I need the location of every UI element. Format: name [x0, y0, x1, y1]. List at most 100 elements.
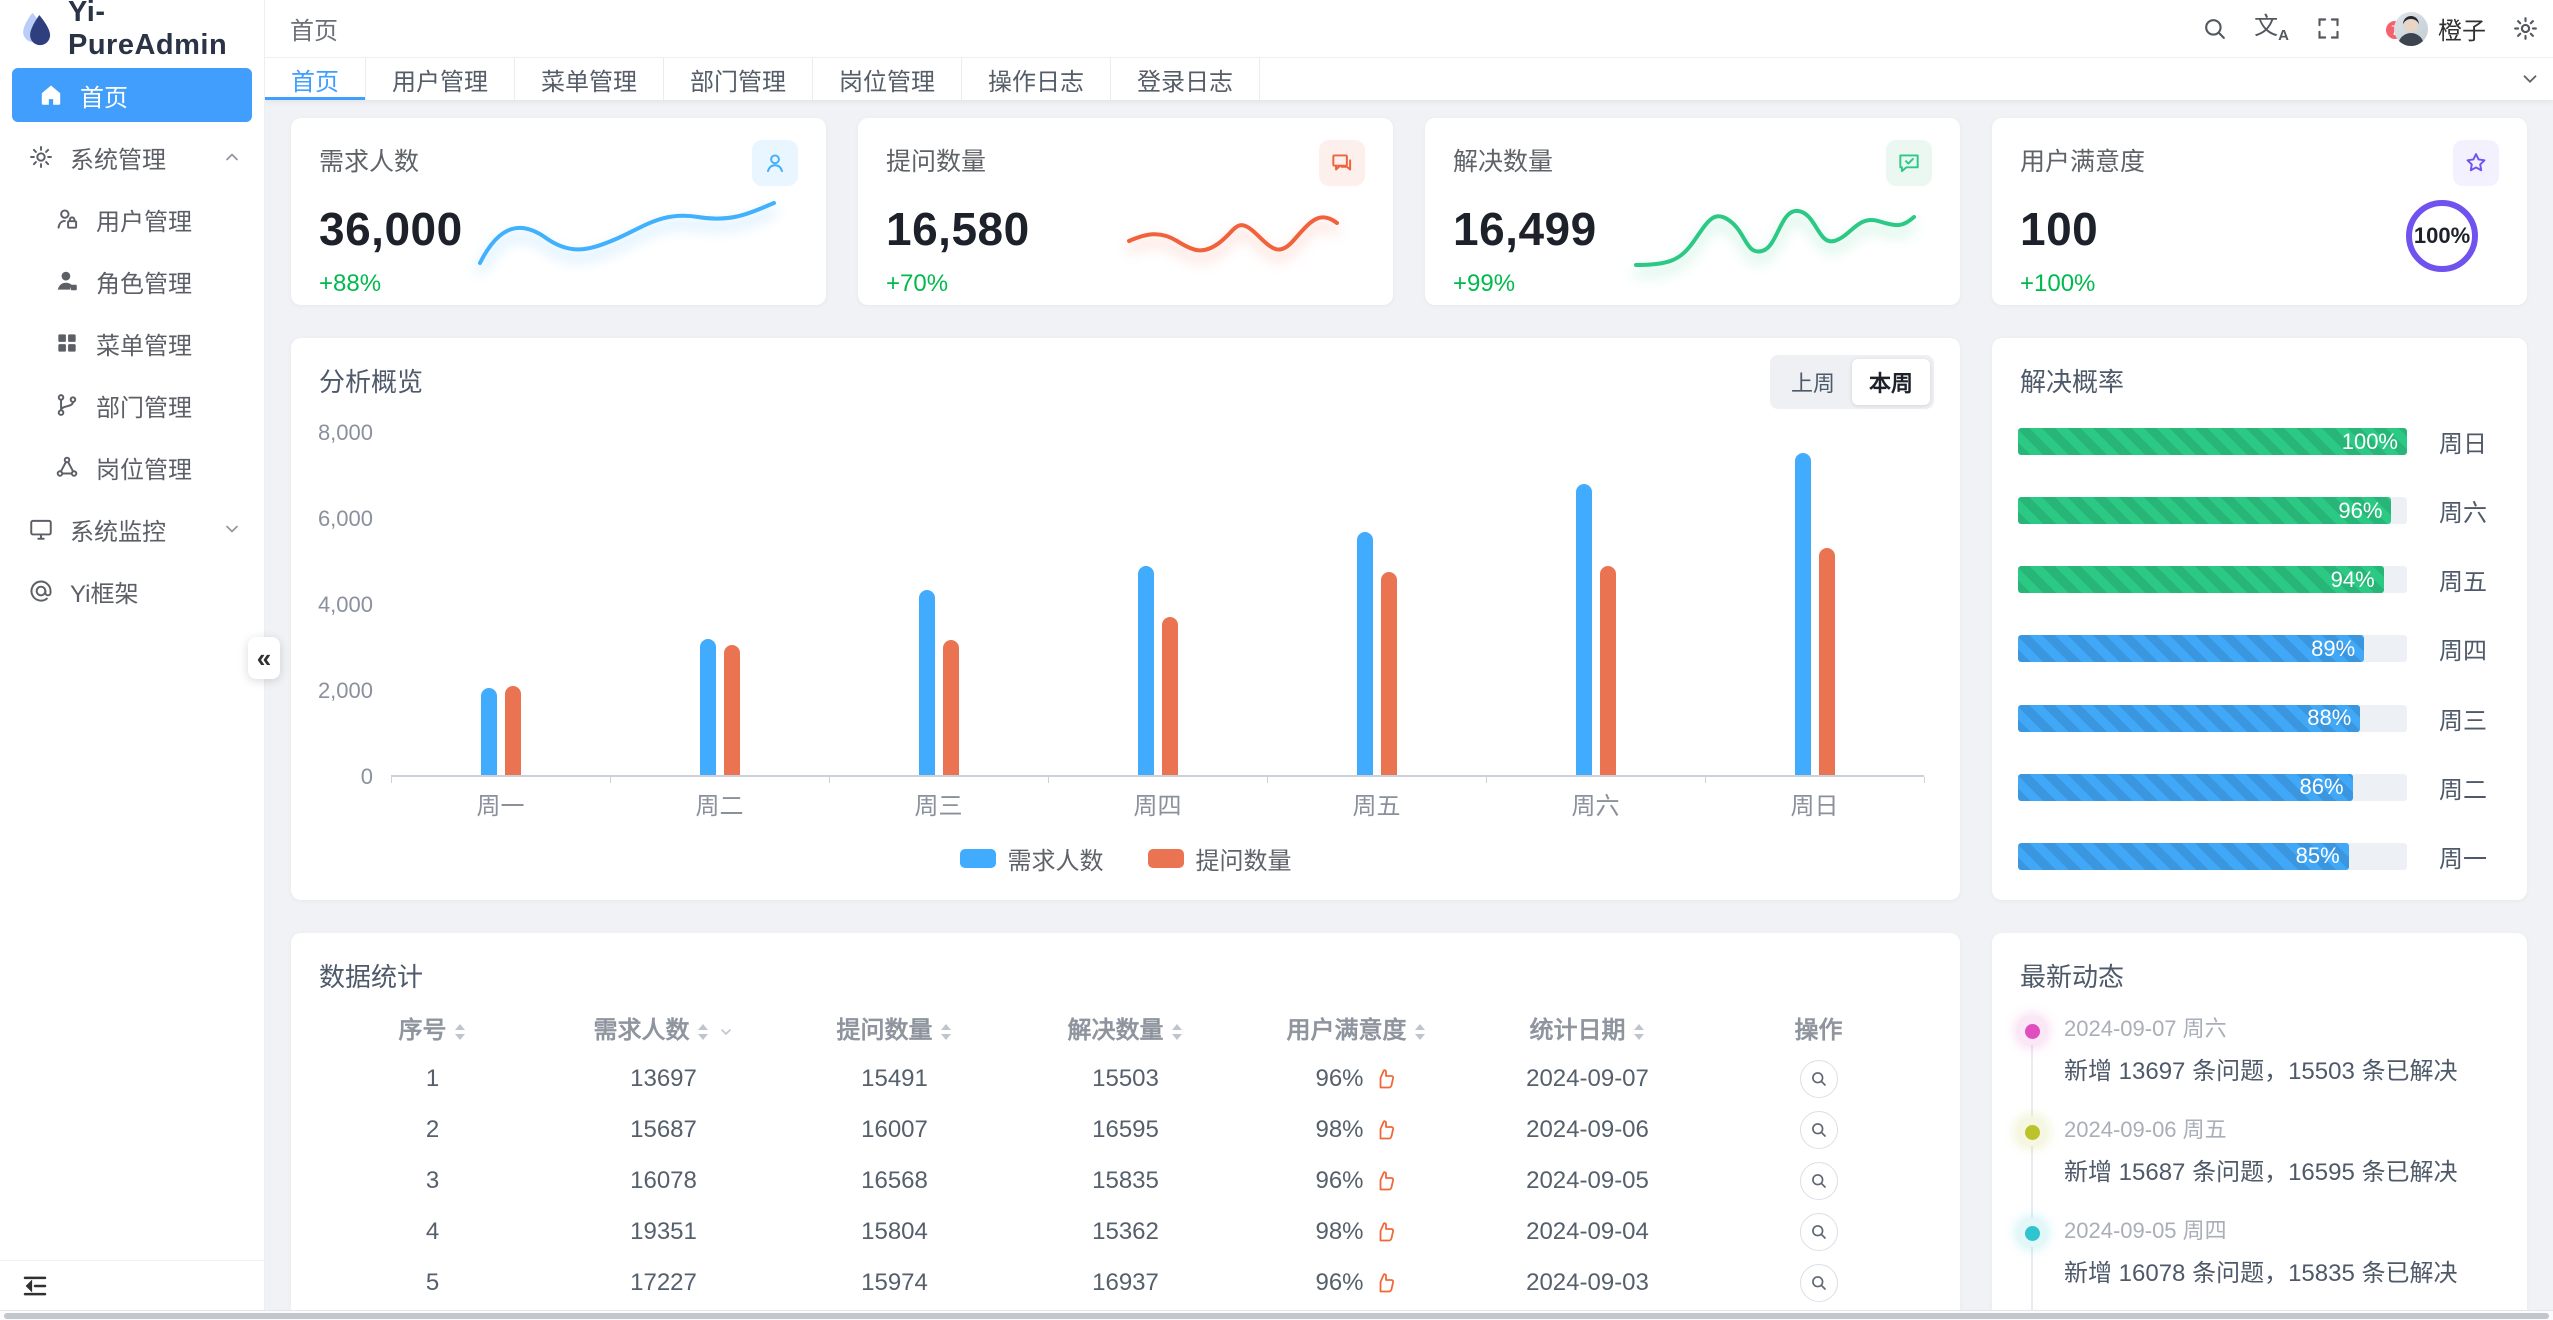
legend-item[interactable]: 提问数量 [1147, 841, 1292, 876]
sidebar-item-user-mgmt[interactable]: 用户管理 [0, 188, 264, 250]
tab-post-mgmt[interactable]: 岗位管理 [813, 58, 962, 100]
progress-day-label: 周一 [2439, 845, 2487, 873]
news-text: 新增 15687 条问题，16595 条已解决 [2064, 1159, 2458, 1186]
chat-check-icon [1886, 140, 1932, 186]
tab-login-log[interactable]: 登录日志 [1111, 58, 1260, 100]
cell-question: 16568 [861, 1166, 928, 1194]
user-outline-icon [752, 140, 798, 186]
axis-tick [1267, 777, 1268, 783]
app-logo[interactable]: Yi-PureAdmin [0, 0, 264, 61]
last-week-button[interactable]: 上周 [1790, 371, 1835, 396]
tab-user-mgmt[interactable]: 用户管理 [366, 58, 515, 100]
news-timeline: 2024-09-07 周六 新增 13697 条问题，15503 条已解决 2024… [2018, 1011, 2507, 1320]
bar-提问数量 [1599, 565, 1616, 775]
sidebar-item-role-mgmt[interactable]: 角色管理 [0, 250, 264, 312]
table-body: 1 13697 15491 15503 96% 2024-09-07 2 15687 16007… [317, 1053, 1934, 1320]
cell-index: 5 [425, 1268, 440, 1296]
sidebar-item-system-monitor[interactable]: 系统监控 [0, 498, 264, 560]
tab-op-log[interactable]: 操作日志 [962, 58, 1111, 100]
news-date: 2024-09-05 周四 [2064, 1218, 2227, 1243]
sparkline-blue [478, 201, 776, 265]
progress-value: 85% [2295, 843, 2340, 869]
news-text: 新增 13697 条问题，15503 条已解决 [2064, 1058, 2458, 1085]
progress-track: 89% [2018, 635, 2407, 663]
cell-require: 15687 [630, 1115, 697, 1143]
fullscreen-icon[interactable] [2315, 15, 2342, 42]
solve-probability-rows: 100% 周日 96% 周六 94% 周五 89% 周四 88% 周三 86% 周二 85% 周一 [2018, 424, 2501, 874]
column-header[interactable]: 用户满意度 [1241, 1001, 1472, 1053]
user-menu[interactable]: 橙子 [2394, 11, 2486, 46]
x-tick-label: 周六 [1571, 793, 1620, 820]
news-item: 2024-09-07 周六新增 13697 条问题，15503 条已解决 [2018, 1011, 2507, 1116]
progress-track: 96% [2018, 497, 2407, 525]
axis-tick [1486, 777, 1487, 783]
translate-icon[interactable]: 文A [2254, 12, 2289, 44]
column-header[interactable]: 解决数量 [1010, 1001, 1241, 1053]
bar-需求人数 [480, 687, 497, 775]
breadcrumb[interactable]: 首页 [290, 18, 338, 45]
range-segmented-control: 上周 本周 [1769, 355, 1934, 409]
sidebar-item-system-mgmt[interactable]: 系统管理 [0, 126, 264, 188]
app-title: Yi-PureAdmin [68, 0, 228, 61]
avatar [2394, 11, 2428, 46]
stat-card-satisfaction: 用户满意度 100 +100% 100% [1992, 118, 2527, 305]
sidebar-item-menu-mgmt[interactable]: 菜单管理 [0, 312, 264, 374]
horizontal-scrollbar-thumb[interactable] [4, 1313, 2549, 1319]
view-detail-button[interactable] [1799, 1110, 1838, 1149]
tab-menu-mgmt[interactable]: 菜单管理 [515, 58, 664, 100]
cell-satisfaction: 96% [1241, 1155, 1472, 1206]
progress-fill: 100% [2018, 428, 2407, 455]
x-tick-label: 周四 [1133, 793, 1182, 820]
cell-date: 2024-09-03 [1526, 1268, 1649, 1296]
stat-card-require: 需求人数 36,000 +88% [291, 118, 826, 305]
sidebar-item-dept-mgmt[interactable]: 部门管理 [0, 374, 264, 436]
sidebar-item-home[interactable]: 首页 [12, 68, 252, 122]
view-detail-button[interactable] [1799, 1161, 1838, 1200]
settings-gear-icon[interactable] [2512, 15, 2539, 42]
cell-require: 19351 [630, 1217, 697, 1245]
column-header[interactable]: 需求人数 [548, 1001, 779, 1053]
sidebar-footer [0, 1260, 264, 1310]
fold-sidebar-icon[interactable] [20, 1271, 50, 1301]
bar-group [391, 433, 610, 775]
cell-index: 1 [425, 1064, 440, 1092]
user-lock-icon [54, 206, 80, 232]
cell-satisfaction: 98% [1241, 1206, 1472, 1257]
progress-track: 100% [2018, 428, 2407, 455]
bar-group [829, 433, 1048, 775]
table-header-row: 序号 需求人数 提问数量 解决数量 用户满意度 统计日期 操作 [317, 1001, 1934, 1053]
bar-group [1486, 433, 1705, 775]
view-detail-button[interactable] [1799, 1263, 1838, 1302]
solve-row: 96% 周六 [2018, 493, 2501, 528]
sidebar-item-yi-framework[interactable]: Yi框架 [0, 560, 264, 622]
column-header[interactable]: 提问数量 [779, 1001, 1010, 1053]
gear-icon [28, 144, 54, 170]
view-detail-button[interactable] [1799, 1212, 1838, 1251]
search-icon[interactable] [2201, 15, 2228, 42]
column-header[interactable]: 统计日期 [1472, 1001, 1703, 1053]
news-date: 2024-09-07 周六 [2064, 1016, 2227, 1041]
view-detail-button[interactable] [1799, 1059, 1838, 1098]
bar-提问数量 [1380, 571, 1397, 775]
timeline-line [2031, 1146, 2033, 1217]
collapse-sidebar-button[interactable]: « [248, 637, 280, 679]
y-tick-label: 0 [360, 764, 373, 789]
cell-question: 15804 [861, 1217, 928, 1245]
column-header[interactable]: 序号 [317, 1001, 548, 1053]
axis-tick [1924, 777, 1925, 783]
this-week-button[interactable]: 本周 [1851, 359, 1930, 405]
timeline-dot [2018, 1219, 2046, 1247]
topbar-actions: 文A 7 橙子 [2201, 11, 2539, 46]
table-row: 3 16078 16568 15835 96% 2024-09-05 [317, 1155, 1934, 1206]
sidebar-item-post-mgmt[interactable]: 岗位管理 [0, 436, 264, 498]
legend-item[interactable]: 需求人数 [959, 841, 1104, 876]
tab-dept-mgmt[interactable]: 部门管理 [664, 58, 813, 100]
progress-fill: 96% [2018, 497, 2392, 525]
y-tick-label: 2,000 [317, 678, 373, 703]
progress-track: 94% [2018, 566, 2407, 594]
legend-label: 提问数量 [1195, 848, 1292, 875]
tab-home[interactable]: 首页 [265, 58, 366, 100]
tabs-more-chevron[interactable] [2507, 58, 2553, 100]
axis-tick [610, 777, 611, 783]
y-tick-label: 4,000 [317, 592, 373, 617]
